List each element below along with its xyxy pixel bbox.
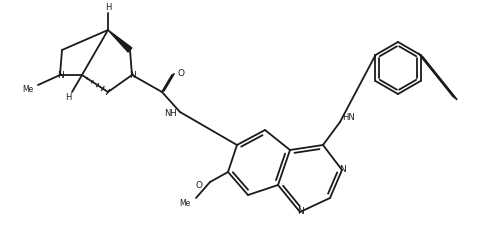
Text: H: H (105, 4, 111, 12)
Text: N: N (339, 166, 346, 174)
Text: Me: Me (22, 85, 34, 95)
Text: HN: HN (342, 113, 355, 121)
Text: N: N (57, 71, 63, 79)
Text: O: O (177, 68, 184, 78)
Text: N: N (297, 208, 304, 216)
Text: O: O (196, 180, 203, 190)
Text: H: H (65, 94, 71, 102)
Text: Me: Me (179, 199, 190, 209)
Polygon shape (108, 30, 132, 52)
Text: N: N (129, 71, 135, 79)
Text: NH: NH (164, 109, 177, 119)
